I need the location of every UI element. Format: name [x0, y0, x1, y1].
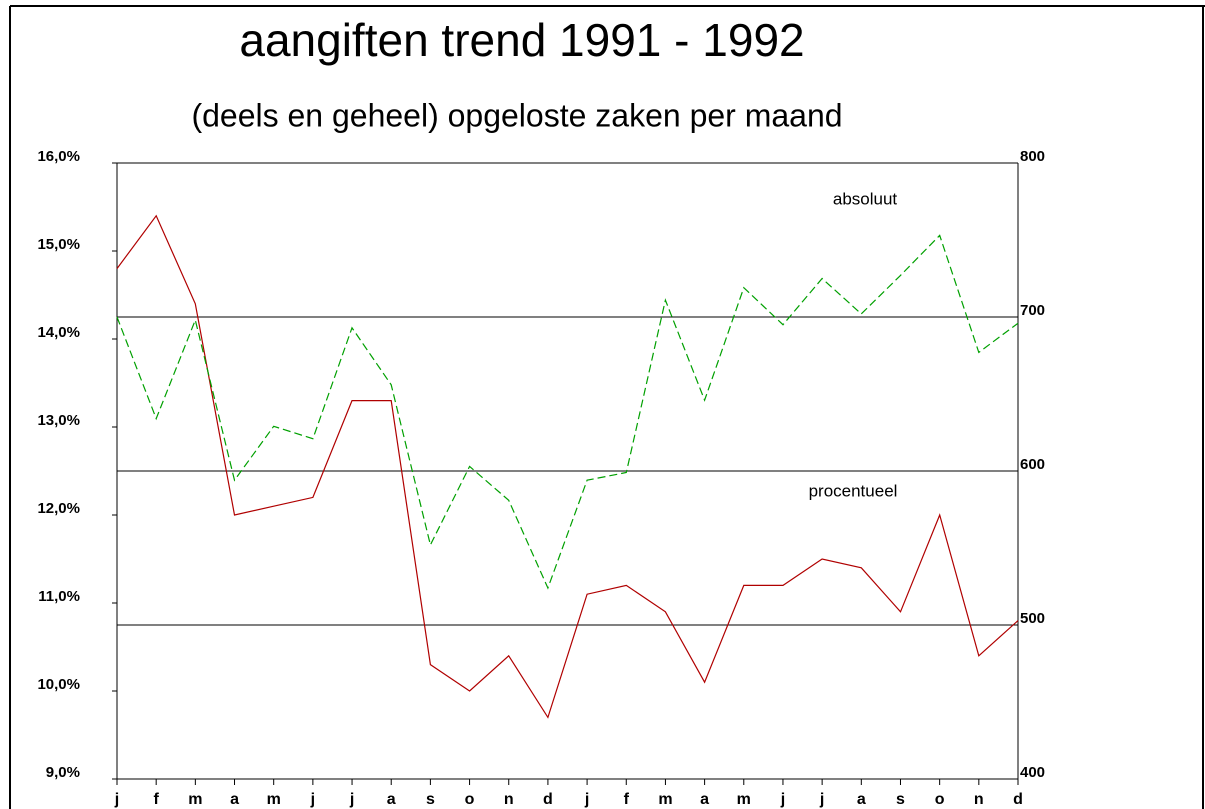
x-tick-label: o [465, 791, 475, 808]
x-tick-label: a [700, 791, 709, 808]
x-tick-label: j [780, 791, 785, 808]
x-tick-label: s [896, 791, 905, 808]
y2-tick-label: 500 [1020, 610, 1045, 627]
y-tick-label: 13,0% [37, 412, 80, 429]
series-line [116, 234, 1019, 590]
x-tick-label: n [974, 791, 984, 808]
y2-tick-label: 800 [1020, 148, 1045, 165]
x-tick-label: a [857, 791, 866, 808]
x-tick-label: n [504, 791, 514, 808]
x-tick-label: a [230, 791, 239, 808]
x-tick-label: m [267, 791, 281, 808]
x-tick-label: j [114, 791, 119, 808]
y-tick-label: 10,0% [37, 676, 80, 693]
y2-tick-label: 600 [1020, 456, 1045, 473]
y-tick-label: 15,0% [37, 236, 80, 253]
y2-tick-label: 700 [1020, 302, 1045, 319]
x-tick-label: o [935, 791, 945, 808]
chart-title: aangiften trend 1991 - 1992 [239, 14, 804, 66]
y-tick-label: 14,0% [37, 324, 80, 341]
x-tick-label: m [737, 791, 751, 808]
x-tick-label: m [188, 791, 202, 808]
x-tick-label: d [1013, 791, 1023, 808]
x-tick-label: f [154, 791, 160, 808]
x-tick-label: j [819, 791, 824, 808]
y-tick-label: 12,0% [37, 500, 80, 517]
x-tick-label: a [387, 791, 396, 808]
x-tick-label: j [310, 791, 315, 808]
series-annotation: absoluut [833, 189, 898, 208]
x-tick-label: d [543, 791, 553, 808]
x-tick-label: m [658, 791, 672, 808]
y2-tick-label: 400 [1020, 764, 1045, 781]
y-tick-label: 9,0% [46, 764, 80, 781]
series-annotation: procentueel [809, 481, 898, 500]
x-tick-label: j [349, 791, 354, 808]
y-tick-label: 11,0% [38, 588, 80, 605]
y-tick-label: 16,0% [37, 148, 80, 165]
chart-subtitle: (deels en geheel) opgeloste zaken per ma… [191, 97, 842, 133]
x-tick-label: j [584, 791, 589, 808]
x-tick-label: f [624, 791, 630, 808]
series-line [116, 214, 1019, 719]
x-tick-label: s [426, 791, 435, 808]
